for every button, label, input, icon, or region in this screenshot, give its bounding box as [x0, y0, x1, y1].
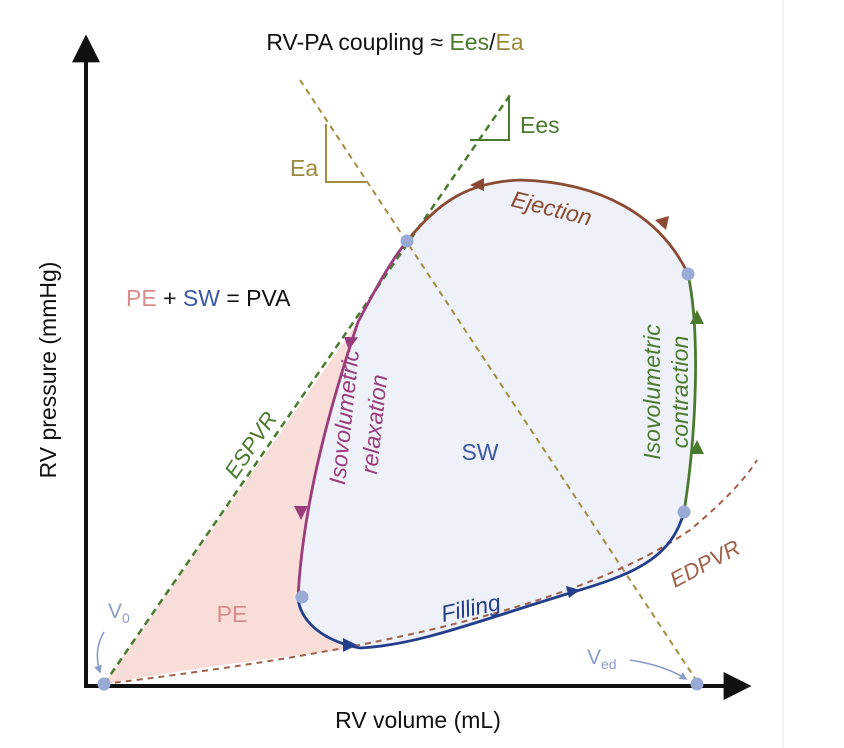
filling-start-point — [295, 590, 309, 604]
ees-slope-triangle — [470, 96, 510, 141]
iso-contraction-arrow-2 — [690, 440, 704, 454]
iso-contraction-label-2: contraction — [667, 336, 693, 449]
iso-contraction-curve — [682, 273, 697, 513]
ved-point — [690, 677, 704, 691]
sw-label: SW — [461, 439, 498, 465]
ejection-curve — [405, 178, 690, 275]
ea-label: Ea — [290, 155, 318, 181]
iso-contraction-label: Isovolumetric — [639, 324, 665, 460]
filling-curve — [296, 511, 686, 650]
sw-region — [298, 180, 696, 648]
iso-relaxation-arrow-1 — [343, 336, 359, 350]
end-diastolic-point — [677, 505, 691, 519]
iso-contraction-arrow-1 — [690, 310, 704, 324]
edpvr-line — [103, 459, 758, 685]
ved-pointer — [629, 659, 688, 680]
iso-relaxation-curve — [296, 240, 409, 599]
ved-label: Ved — [587, 646, 617, 672]
title: RV-PA coupling ≈ Ees/Ea — [266, 29, 523, 55]
ees-label: Ees — [520, 112, 560, 138]
pva-equation: PE + SW = PVA — [126, 285, 291, 311]
ejection-arrow-1 — [470, 178, 484, 191]
ejection-arrow-2 — [655, 216, 669, 230]
v0-pointer — [94, 631, 105, 674]
iso-relaxation-arrow-2 — [294, 506, 308, 520]
pe-region — [104, 322, 360, 684]
ea-slope-triangle — [325, 124, 366, 183]
filling-arrow-1 — [343, 638, 357, 652]
end-ejection-start-point — [681, 267, 695, 281]
x-axis-label: RV volume (mL) — [335, 707, 501, 733]
filling-arrow-2 — [566, 586, 580, 598]
pe-label: PE — [217, 601, 248, 627]
v0-point — [97, 677, 111, 691]
v0-label: V0 — [108, 600, 130, 626]
y-axis-label: RV pressure (mmHg) — [35, 262, 61, 479]
ea-line — [299, 79, 701, 687]
end-systolic-point — [400, 234, 414, 248]
